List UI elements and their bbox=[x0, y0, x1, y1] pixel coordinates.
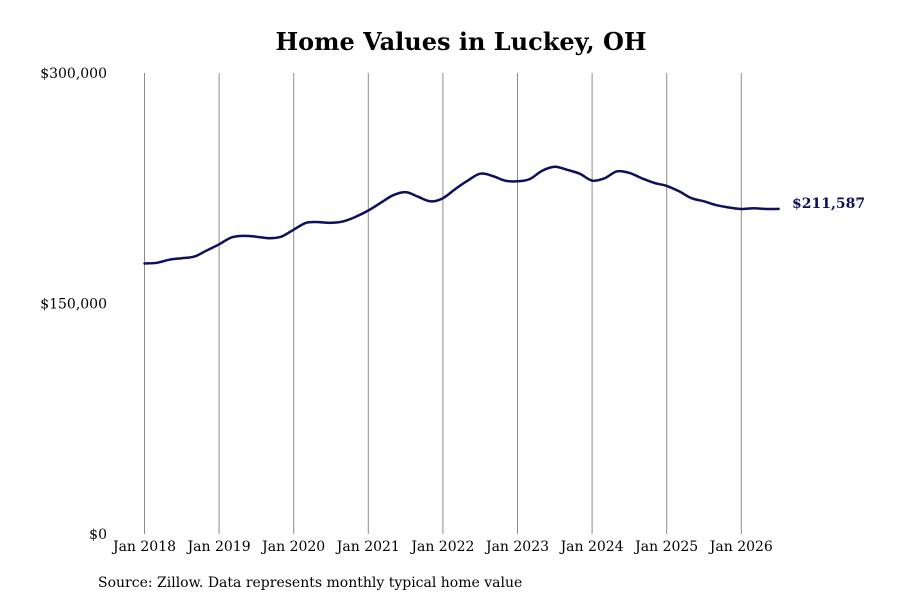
y-tick-label: $300,000 bbox=[40, 66, 107, 82]
x-axis-tick-labels: Jan 2018 Jan 2019 Jan 2020 Jan 2021 Jan 2022… bbox=[111, 539, 773, 555]
x-tick-label: Jan 2019 bbox=[186, 539, 251, 555]
x-tick-label: Jan 2024 bbox=[559, 539, 624, 555]
y-axis-tick-labels: $0 $150,000 $300,000 bbox=[40, 66, 107, 543]
y-tick-label: $0 bbox=[89, 527, 107, 543]
x-tick-label: Jan 2023 bbox=[484, 539, 549, 555]
x-tick-label: Jan 2025 bbox=[633, 539, 698, 555]
home-value-line bbox=[143, 165, 780, 265]
vertical-gridlines bbox=[144, 73, 742, 534]
chart-title: Home Values in Luckey, OH bbox=[275, 27, 646, 56]
y-tick-label: $150,000 bbox=[40, 297, 107, 313]
latest-value-label: $211,587 bbox=[792, 196, 865, 212]
x-tick-label: Jan 2022 bbox=[409, 539, 474, 555]
x-tick-label: Jan 2018 bbox=[111, 539, 176, 555]
x-tick-label: Jan 2026 bbox=[708, 539, 773, 555]
series-layer bbox=[143, 165, 780, 265]
source-note: Source: Zillow. Data represents monthly … bbox=[98, 575, 522, 591]
x-tick-label: Jan 2021 bbox=[335, 539, 400, 555]
x-tick-label: Jan 2020 bbox=[260, 539, 325, 555]
